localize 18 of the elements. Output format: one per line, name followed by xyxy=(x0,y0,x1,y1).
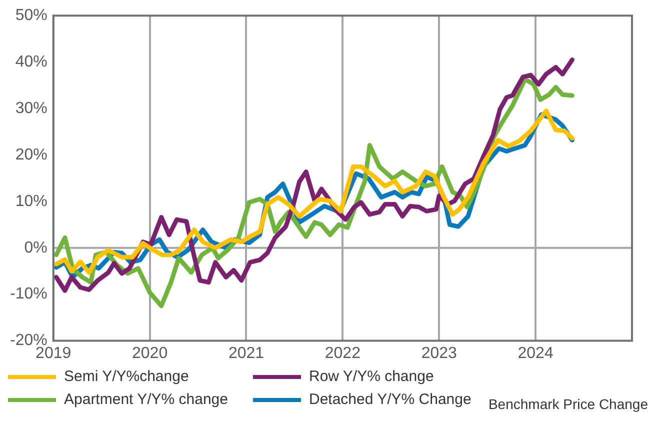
y-tick-label: 0% xyxy=(24,239,48,256)
y-tick-label: 20% xyxy=(15,146,48,164)
y-tick-label: 50% xyxy=(15,7,48,24)
x-tick-label: 2024 xyxy=(518,344,554,362)
x-tick-label: 2021 xyxy=(228,344,264,362)
text: Benchmark Price Change xyxy=(488,396,648,412)
legend-label: Apartment Y/Y% change xyxy=(64,391,228,408)
x-tick-label: 2022 xyxy=(324,344,361,362)
y-tick-label: -10% xyxy=(10,286,48,303)
legend-label: Row Y/Y% change xyxy=(309,368,434,385)
legend-label: Semi Y/Y%change xyxy=(64,368,189,385)
x-tick-label: 2020 xyxy=(132,344,168,362)
x-tick-label: 2019 xyxy=(36,344,72,362)
y-tick-label: 10% xyxy=(15,192,48,210)
x-tick-label: 2023 xyxy=(421,344,458,362)
y-tick-label: 40% xyxy=(15,53,48,70)
y-tick-label: 30% xyxy=(15,100,48,117)
legend-label: Detached Y/Y% Change xyxy=(309,391,472,408)
